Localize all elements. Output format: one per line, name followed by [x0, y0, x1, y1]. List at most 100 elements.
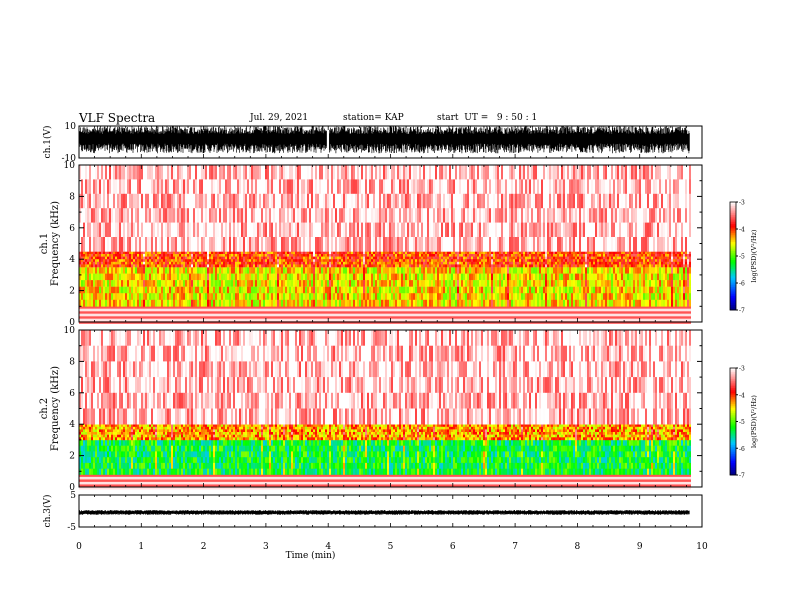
ch1-spectrogram-cell [201, 318, 203, 322]
ch1-spectrogram-cell [205, 259, 207, 263]
ch1-spectrogram-cell [247, 208, 249, 223]
ch1-spectrogram-cell [265, 267, 267, 274]
ch1-spectrogram-cell [465, 321, 467, 324]
ch1-spectrogram-cell [95, 286, 97, 294]
ch1-spectrogram-cell [171, 293, 173, 300]
ch1-spectrogram-cell [333, 254, 335, 257]
ch1-spectrogram-cell [125, 273, 127, 281]
ch1-spectrogram-cell [407, 318, 409, 322]
ch1-spectrogram-cell [313, 208, 315, 223]
ch1-spectrogram-cell [459, 264, 461, 268]
ch1-spectrogram-cell [231, 208, 233, 223]
ch1-spectrogram-cell [427, 222, 429, 238]
ch1-spectrogram-cell [455, 208, 457, 223]
ch1-spectrogram-cell [89, 280, 91, 287]
ch1-spectrogram-cell [407, 222, 409, 238]
ch1-spectrogram-cell [293, 318, 295, 322]
ch1-spectrogram-cell [195, 280, 197, 287]
ch1-spectrogram-cell [137, 280, 139, 287]
ch1-spectrogram-cell [295, 280, 297, 287]
ch1-spectrogram-cell [461, 313, 463, 317]
ch1-spectrogram-cell [185, 293, 187, 300]
ch1-spectrogram-cell [425, 237, 427, 252]
ch1-spectrogram-cell [351, 208, 353, 223]
ch1-spectrogram-cell [203, 316, 205, 319]
ch1-spectrogram-cell [331, 193, 333, 209]
ch1-spectrogram-cell [103, 179, 105, 195]
ch1-spectrogram-cell [173, 256, 175, 260]
ch1-spectrogram-cell [455, 293, 457, 300]
ch1-spectrogram-cell [427, 308, 429, 312]
ch1-spectrogram-cell [331, 165, 333, 180]
ch1-spectrogram-cell [395, 286, 397, 294]
ch1-spectrogram-cell [355, 222, 357, 238]
ch1-spectrogram-cell [415, 273, 417, 281]
ch1-spectrogram-cell [167, 321, 169, 324]
ch1-spectrogram-cell [355, 256, 357, 260]
ch1-spectrogram-cell [385, 261, 387, 265]
ch1-spectrogram-cell [251, 237, 253, 252]
ch1-spectrogram-cell [235, 273, 237, 281]
ch1-spectrogram-cell [463, 321, 465, 324]
ch1-spectrogram-cell [317, 261, 319, 265]
ch1-spectrogram-cell [347, 308, 349, 312]
ch1-spectrogram-cell [451, 316, 453, 319]
ch1-spectrogram-cell [407, 280, 409, 287]
ch1-spectrogram-cell [249, 267, 251, 274]
ch1-spectrogram-cell [283, 267, 285, 274]
ch1-spectrogram-cell [175, 256, 177, 260]
ch1-spectrogram-cell [143, 254, 145, 257]
ch1-spectrogram-cell [339, 286, 341, 294]
ch1-spectrogram-cell [127, 316, 129, 319]
ch1-spectrogram-cell [223, 308, 225, 312]
ch1-spectrogram-cell [103, 259, 105, 263]
ch1-spectrogram-cell [89, 311, 91, 314]
ch1-spectrogram-cell [211, 311, 213, 314]
ch1-spectrogram-cell [141, 293, 143, 300]
ch1-spectrogram-cell [145, 261, 147, 265]
ch1-spectrogram-cell [229, 306, 231, 309]
ch1-spectrogram-cell [285, 311, 287, 314]
ch1-spectrogram-cell [429, 208, 431, 223]
ch1-spectrogram-cell [193, 313, 195, 317]
ch1-spectrogram-cell [85, 165, 87, 180]
ch1-spectrogram-cell [333, 293, 335, 300]
ch1-spectrogram-cell [217, 316, 219, 319]
ch1-spectrogram-cell [419, 280, 421, 287]
ch1-spectrogram-cell [325, 193, 327, 209]
ch1-spectrogram-cell [249, 316, 251, 319]
ch1-spectrogram-cell [167, 208, 169, 223]
ch1-spectrogram-cell [429, 264, 431, 268]
ch1-spectrogram-cell [447, 311, 449, 314]
ch1-spectrogram-cell [243, 261, 245, 265]
ch1-spectrogram-cell [189, 261, 191, 265]
ch1-spectrogram-cell [259, 280, 261, 287]
ch1-spectrogram-cell [155, 256, 157, 260]
ch1-spectrogram-cell [339, 313, 341, 317]
ch1-spectrogram-cell [423, 286, 425, 294]
ch1-spectrogram-cell [241, 299, 243, 307]
ch1-spectrogram-cell [249, 313, 251, 317]
ch1-spectrogram-cell [335, 286, 337, 294]
ch1-spectrogram-cell [433, 256, 435, 260]
ch1-spectrogram-cell [139, 267, 141, 274]
ch1-spectrogram-cell [305, 311, 307, 314]
ch1-spectrogram-cell [191, 308, 193, 312]
ch1-spectrogram-cell [325, 251, 327, 255]
ch1-spectrogram-cell [113, 256, 115, 260]
ch1-spectrogram-cell [277, 306, 279, 309]
ch1-spectrogram-cell [463, 264, 465, 268]
ch1-spectrogram-cell [225, 261, 227, 265]
ch1-spectrogram-cell [345, 321, 347, 324]
ch1-spectrogram-cell [111, 308, 113, 312]
ch1-spectrogram-cell [253, 286, 255, 294]
ch1-spectrogram-cell [437, 208, 439, 223]
ch1-spectrogram-cell [385, 179, 387, 195]
ch1-spectrogram-cell [345, 259, 347, 263]
ch1-spectrogram-cell [99, 256, 101, 260]
ch1-spectrogram-cell [413, 254, 415, 257]
ch1-spectrogram-cell [315, 208, 317, 223]
ch1-spectrogram-cell [285, 316, 287, 319]
ch1-spectrogram-cell [125, 264, 127, 268]
ch1-spectrogram-cell [181, 264, 183, 268]
